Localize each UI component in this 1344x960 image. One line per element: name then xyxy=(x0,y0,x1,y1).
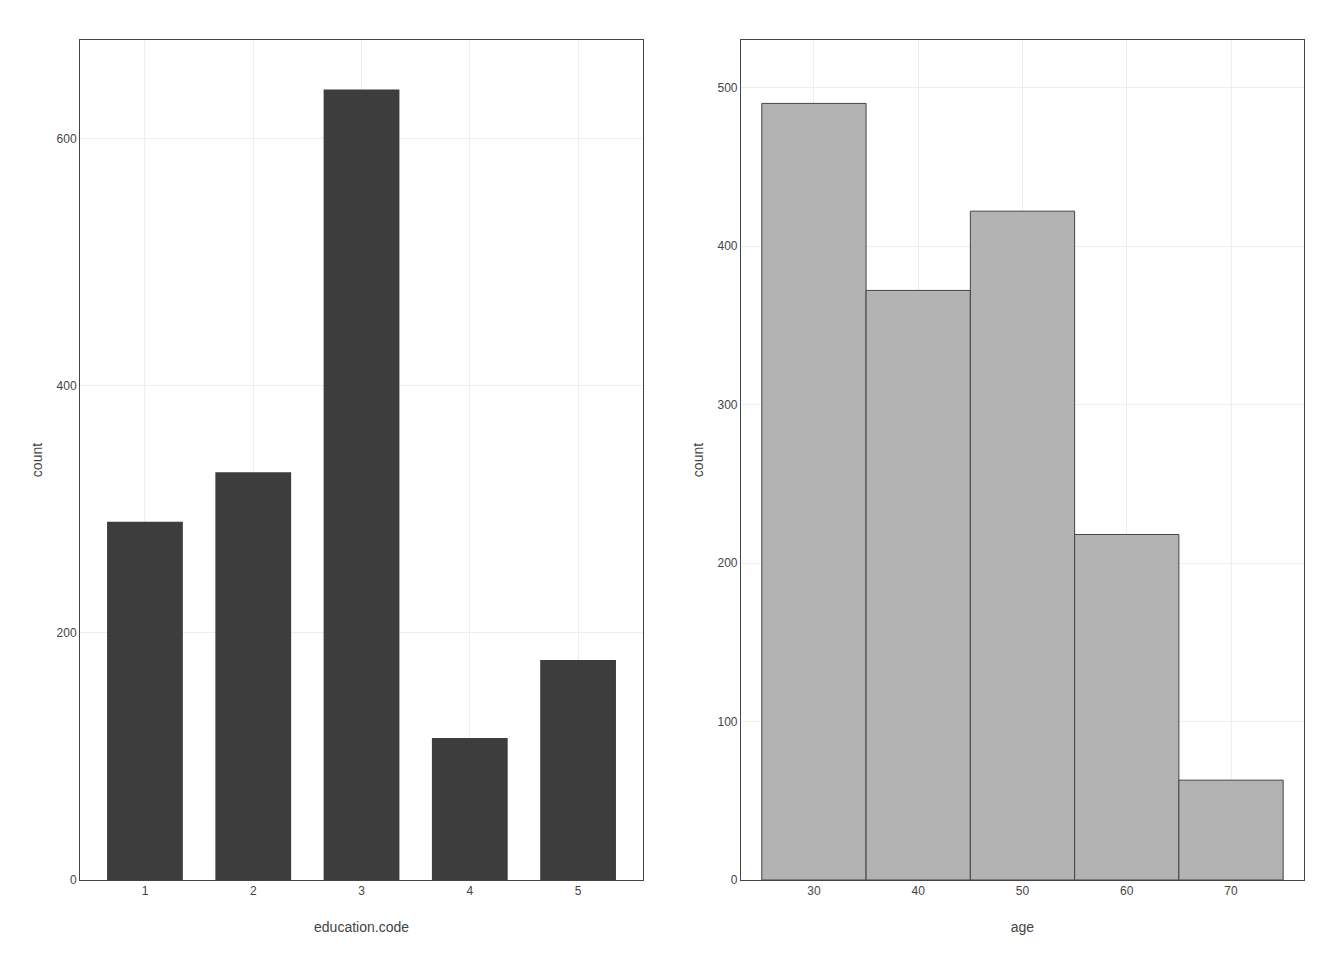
svg-text:400: 400 xyxy=(57,379,77,393)
svg-text:3: 3 xyxy=(358,884,365,898)
svg-text:50: 50 xyxy=(1016,884,1030,898)
svg-text:count: count xyxy=(29,443,45,477)
svg-text:2: 2 xyxy=(250,884,257,898)
svg-text:600: 600 xyxy=(57,132,77,146)
svg-text:300: 300 xyxy=(718,398,738,412)
svg-text:5: 5 xyxy=(575,884,582,898)
svg-text:4: 4 xyxy=(466,884,473,898)
svg-text:70: 70 xyxy=(1224,884,1238,898)
svg-text:500: 500 xyxy=(718,81,738,95)
svg-text:1: 1 xyxy=(142,884,149,898)
svg-text:count: count xyxy=(690,443,706,477)
svg-text:0: 0 xyxy=(70,873,77,887)
svg-text:40: 40 xyxy=(912,884,926,898)
svg-text:100: 100 xyxy=(718,715,738,729)
svg-text:200: 200 xyxy=(57,626,77,640)
svg-text:60: 60 xyxy=(1120,884,1134,898)
svg-text:200: 200 xyxy=(718,556,738,570)
svg-text:30: 30 xyxy=(807,884,821,898)
svg-text:age: age xyxy=(1011,919,1035,935)
svg-text:education.code: education.code xyxy=(314,919,409,935)
svg-text:400: 400 xyxy=(718,239,738,253)
svg-text:0: 0 xyxy=(731,873,738,887)
